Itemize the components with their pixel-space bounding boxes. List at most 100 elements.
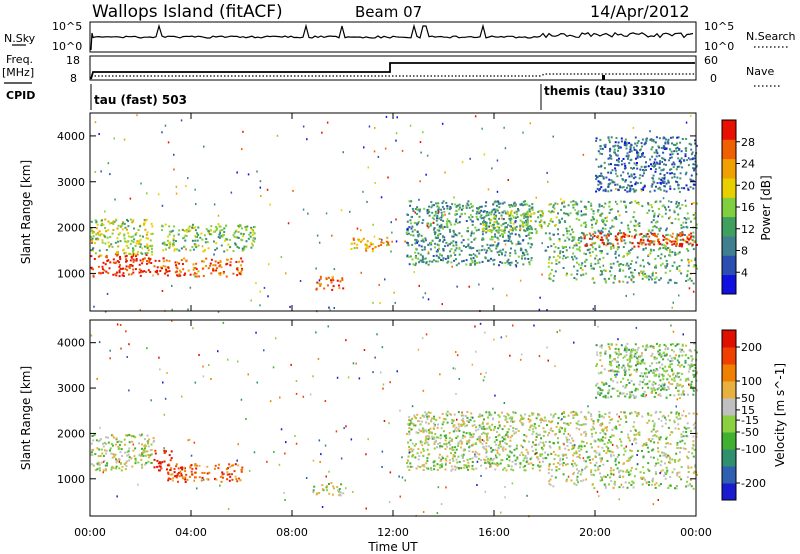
scatter-cell-0-8 [692,235,695,238]
scatter-cell-0-8 [550,245,553,248]
scatter-cell-0-6 [426,223,429,226]
scatter-cell-1-4 [529,458,532,461]
scatter-cell-0-10 [595,140,598,142]
scatter-cell-1-4 [422,469,425,471]
scatter-cell-1-4 [457,442,460,445]
scatter-cell-1-4 [435,439,438,442]
scatter-cell-0-6 [504,262,507,264]
scatter-cell-0-10 [624,189,627,192]
scatter-cell-0-8 [549,219,552,222]
scatter-cell-0-8 [661,215,664,218]
scatter-cell-1-5 [683,442,686,445]
scatter-cell-0-6 [414,242,417,245]
scatter-cell-1-4 [473,423,476,426]
speckle-cell-0 [451,265,453,268]
scatter-cell-1-4 [408,419,410,421]
scatter-cell-1-4 [420,430,423,432]
scatter-cell-0-6 [437,256,440,259]
scatter-cell-1-6 [602,395,605,398]
scatter-cell-0-9 [662,234,665,237]
scatter-cell-0-8 [599,250,602,252]
scatter-cell-1-5 [669,443,672,445]
scatter-cell-0-2 [222,271,225,273]
scatter-cell-1-0 [148,456,150,459]
scatter-cell-0-3 [165,243,168,246]
scatter-cell-0-8 [581,262,584,265]
scatter-cell-1-5 [673,468,676,471]
cpid-mode-2: themis (tau) 3310 [544,84,665,98]
scatter-cell-0-9 [605,234,608,237]
scatter-cell-0-0 [129,259,132,262]
scatter-cell-1-5 [665,418,667,421]
scatter-cell-0-10 [645,140,648,142]
scatter-cell-1-4 [513,448,516,451]
scatter-cell-0-8 [615,218,618,221]
scatter-cell-1-4 [451,448,454,451]
scatter-cell-1-4 [451,421,454,424]
scatter-cell-0-2 [225,275,228,278]
scatter-cell-0-6 [415,247,418,250]
scatter-cell-1-5 [580,448,583,451]
scatter-cell-1-4 [431,435,434,438]
scatter-cell-1-0 [106,462,109,465]
scatter-cell-1-4 [468,439,471,442]
scatter-cell-1-4 [506,454,509,457]
scatter-cell-1-6 [659,394,662,397]
scatter-cell-0-6 [473,238,476,241]
scatter-cell-1-4 [503,425,506,428]
scatter-cell-1-5 [640,477,643,480]
scatter-cell-1-4 [445,459,448,462]
scatter-cell-0-3 [251,244,254,247]
scatter-cell-1-5 [651,438,654,440]
scatter-cell-1-0 [99,439,102,442]
scatter-cell-1-4 [434,433,437,436]
scatter-cell-0-6 [445,241,448,244]
scatter-cell-1-5 [598,415,601,418]
scatter-cell-1-4 [426,435,429,437]
scatter-cell-1-1 [169,469,172,471]
scatter-cell-0-3 [204,241,207,244]
scatter-cell-1-5 [558,446,561,449]
scatter-cell-0-3 [252,231,255,234]
scatter-cell-0-10 [675,150,678,153]
scatter-cell-1-4 [472,468,475,471]
scatter-cell-1-4 [435,419,438,422]
scatter-cell-0-2 [189,273,192,276]
speckle-cell-0 [413,271,415,274]
scatter-cell-0-6 [492,244,495,247]
scatter-cell-0-6 [411,243,414,246]
scatter-cell-1-5 [611,451,614,454]
scatter-cell-1-6 [679,348,682,351]
scatter-cell-0-4 [316,281,319,284]
scatter-cell-0-8 [660,264,662,267]
scatter-cell-1-5 [597,466,600,469]
scatter-cell-0-6 [470,202,472,205]
scatter-cell-1-0 [142,451,145,454]
nsky-strip: N.Sky 10^5 10^0 10^5 10^0 N.Search [4,20,796,53]
scatter-cell-0-2 [209,264,212,267]
scatter-cell-1-4 [470,433,473,436]
scatter-cell-1-4 [428,430,431,433]
scatter-cell-0-6 [436,250,439,253]
scatter-cell-1-0 [100,461,103,464]
scatter-cell-1-4 [452,460,455,462]
scatter-cell-0-8 [685,204,687,207]
scatter-cell-1-5 [635,442,638,445]
scatter-cell-0-6 [421,249,424,251]
scatter-cell-0-7 [534,220,537,223]
scatter-cell-1-0 [123,438,126,441]
scatter-cell-1-2 [190,464,193,467]
scatter-cell-0-10 [633,148,636,151]
scatter-cell-0-3 [245,227,248,230]
scatter-cell-1-6 [677,343,680,346]
scatter-cell-0-6 [419,253,422,256]
scatter-cell-1-5 [552,463,555,466]
scatter-cell-0-8 [685,280,688,282]
scatter-cell-0-10 [603,144,606,147]
scatter-cell-0-1 [135,242,138,245]
scatter-cell-0-8 [641,205,644,208]
scatter-cell-0-8 [600,251,603,254]
scatter-cell-1-4 [465,464,467,467]
scatter-cell-1-0 [142,450,145,453]
scatter-cell-1-5 [652,428,655,431]
